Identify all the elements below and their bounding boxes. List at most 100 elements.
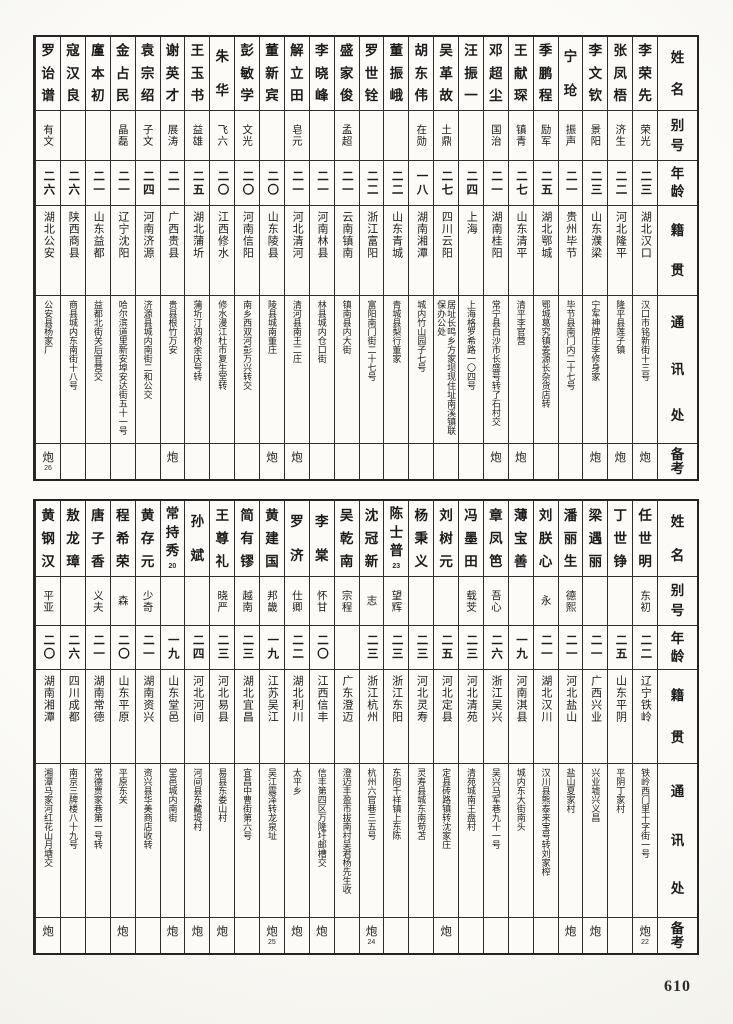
native-place-cell: 湖北宜昌: [235, 670, 259, 764]
age-text: 二五: [539, 169, 552, 197]
name-char: 李: [638, 43, 652, 59]
row-label-char: 名: [670, 547, 685, 563]
name-char: 伟: [414, 88, 428, 104]
native-place-text: 山东堂邑: [166, 675, 179, 723]
age-text: 二一: [316, 169, 328, 197]
name-cell: 冯墨田: [459, 501, 483, 577]
alias-cell: 景阳: [583, 111, 608, 161]
address-cell: 济源县城内南街二和公交: [135, 296, 160, 444]
name-char: 振: [389, 65, 404, 81]
alias-text: 荣光: [639, 124, 652, 147]
remarks-cell: [235, 918, 259, 953]
age-cell: 二五: [608, 626, 633, 670]
native-place-cell: 广西兴业: [583, 670, 608, 764]
address-text: 毕节县南门内二十七号: [565, 300, 576, 390]
alias-text: 怀甘: [315, 589, 328, 613]
address-text: 南京三牌楼八十九号: [67, 768, 78, 849]
name-char: 刘: [439, 507, 453, 523]
native-place-text: 浙江东阳: [390, 675, 403, 723]
name-char: 世: [638, 530, 652, 546]
remarks-cell: [409, 918, 433, 953]
native-place-text: 湖南湘潭: [42, 675, 55, 723]
alias-text: 振声: [564, 124, 577, 147]
address-cell: 蒲圻汀泗桥余庆号转: [185, 296, 210, 444]
age-cell: 二二: [284, 626, 309, 670]
remarks-cell: 炮: [185, 918, 209, 953]
name-cell: 彭敏学: [235, 37, 259, 111]
person-column: 章凤笆吾心 二六 浙江吴兴 吴兴马军巷九十一号: [482, 501, 508, 953]
native-place-cell: 广东澄迈: [334, 670, 359, 764]
age-text: 二七: [515, 169, 527, 197]
address-text: 堂邑城内南街: [167, 768, 178, 822]
age-text: 二四: [191, 634, 204, 661]
alias-text: 飞六: [216, 124, 229, 147]
remark-text: 炮: [42, 926, 54, 938]
native-place-cell: 辽宁沈阳: [110, 206, 135, 296]
person-column: 邓超尘国治 二一 湖南桂阳 常宁县白沙市长盛号转了石村交炮: [482, 37, 508, 479]
name-char: 尘: [489, 88, 503, 104]
native-place-text: 浙江吴兴: [490, 675, 503, 723]
remarks-cell: [534, 918, 558, 953]
name-char: 绍: [140, 88, 155, 104]
name-char: 家: [339, 65, 354, 81]
remarks-cell: [459, 444, 483, 479]
alias-text: 子文: [141, 124, 154, 147]
native-place-text: 河南淇县: [514, 675, 527, 723]
name-char: 璋: [66, 553, 80, 569]
address-cell: 林县城内仓口街: [309, 296, 334, 444]
alias-cell: 晓严: [210, 577, 235, 626]
remarks-cell: 炮: [633, 444, 657, 479]
native-place-text: 河北易县: [216, 675, 229, 723]
person-column: 李棠怀甘 二〇 江西信丰 信丰第四区万隆圩邮槽交炮: [308, 501, 334, 953]
native-place-text: 贵州毕节: [564, 211, 577, 259]
native-place-text: 河北河间: [191, 675, 204, 723]
remarks-cell: 炮: [583, 918, 607, 953]
address-cell: 清河县南王二庄: [284, 296, 309, 444]
remarks-cell: 炮: [310, 918, 334, 953]
age-text: 二四: [141, 169, 154, 197]
remarks-cell: 炮: [210, 918, 234, 953]
address-cell: 公安县杨家厂: [36, 296, 60, 444]
name-char: 世: [613, 530, 627, 546]
person-column: 冯墨田载芠 二三 河北清苑 清苑城南王盘村: [458, 501, 483, 953]
age-text: 二六: [67, 634, 80, 661]
age-cell: 二一: [85, 626, 110, 670]
name-char: 希: [115, 530, 130, 546]
address-text: 哈尔滨道里新安埠安达街五十一号: [117, 300, 128, 435]
address-text: 湘潭马家河红花山月塘交: [43, 768, 54, 867]
name-cell: 章凤笆: [483, 501, 508, 577]
native-place-text: 四川云阳: [440, 211, 453, 259]
remark-text: 炮: [440, 926, 452, 938]
name-char: 汪: [464, 43, 478, 59]
name-char: 孙: [190, 513, 205, 529]
native-place-cell: 河北河间: [185, 670, 210, 764]
native-place-text: 广西贵县: [166, 211, 179, 259]
remarks-cell: [185, 444, 209, 479]
name-char: 李: [314, 43, 329, 59]
address-text: 富阳南门街二十七号: [366, 300, 377, 381]
person-column: 王玉书益雄 二五 湖北蒲圻 蒲圻汀泗桥余庆号转: [184, 37, 210, 479]
remarks-cell: 炮 22: [633, 918, 657, 953]
alias-text: 平亚: [42, 589, 55, 613]
name-cell: 罗诒谱: [36, 37, 60, 111]
native-place-text: 山东清平: [514, 211, 527, 259]
name-char: 玱: [563, 82, 578, 98]
native-place-text: 湖北利川: [291, 675, 304, 723]
age-text: 二一: [92, 634, 105, 661]
age-cell: 二五: [434, 626, 458, 670]
address-cell: 定县砖路镇转沈家庄: [434, 764, 458, 918]
name-char: 遇: [588, 530, 603, 546]
row-label-char: 姓: [670, 514, 685, 529]
age-text: 一八: [415, 169, 428, 197]
remark-footnote: 24: [367, 939, 376, 946]
address-text: 宜昌中曹街第六号: [242, 768, 253, 840]
address-cell: 鄂城葛究镇姜源长杂货店转: [533, 296, 558, 444]
name-char: 明: [638, 553, 652, 569]
alias-text: 孟超: [340, 124, 353, 147]
address-text: 清河县南王二庄: [291, 300, 302, 363]
alias-cell: 平亚: [36, 577, 60, 626]
native-place-text: 湖北汉口: [639, 211, 652, 259]
native-place-text: 江西信丰: [315, 675, 328, 723]
native-place-cell: 山东陵县: [260, 206, 284, 296]
address-cell: 汉口市铭新街十三号: [633, 296, 657, 444]
